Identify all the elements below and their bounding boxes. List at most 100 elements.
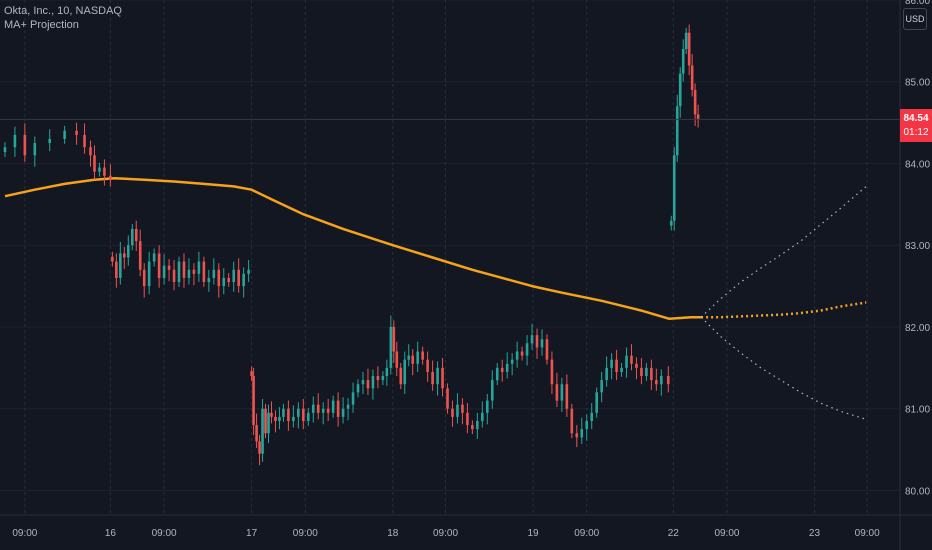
candle-body [119, 253, 122, 278]
candle-body [540, 339, 544, 348]
candle-body [356, 384, 360, 393]
candle-body [346, 404, 350, 409]
candle-body [75, 130, 78, 135]
price-tick-label: 84.00 [905, 159, 930, 170]
candle-body [395, 351, 399, 368]
candle-body [436, 367, 439, 385]
candle-body [635, 363, 638, 368]
candle-body [550, 359, 554, 385]
candle-body [197, 261, 201, 274]
candle-body [138, 241, 142, 270]
time-axis[interactable]: 09:00 16 09:00 17 09:00 18 09:00 19 09:00 22 09:00… [0, 514, 932, 539]
candle-body [505, 363, 509, 372]
candle-body [306, 412, 310, 421]
candle-body [446, 388, 449, 409]
candle-body [311, 404, 315, 413]
candle-body [678, 73, 682, 107]
candle-body [172, 269, 176, 283]
candle-body [515, 351, 519, 360]
candle-body [530, 335, 534, 344]
candle-body [167, 265, 171, 270]
candle-body [416, 351, 419, 364]
grid-lines [0, 0, 900, 515]
candle-body [580, 429, 584, 438]
candle-body [111, 256, 114, 262]
price-tick-label: 85.00 [905, 78, 930, 89]
candle-body [392, 326, 396, 352]
candle-body [264, 408, 267, 434]
time-tick-label: 19 [527, 528, 539, 539]
candle-body [134, 228, 138, 242]
candle-body [232, 269, 236, 283]
time-tick-label: 16 [105, 528, 117, 539]
candle-body [177, 261, 181, 283]
candle-body [666, 376, 670, 385]
candle-body [690, 65, 694, 90]
price-tick-label: 80.00 [905, 486, 930, 497]
candle-body [237, 269, 240, 287]
candle-body [361, 380, 365, 385]
candle-body [525, 343, 529, 356]
last-price-badge: 84.54 01:12 [900, 109, 932, 143]
candle-body [93, 155, 96, 172]
currency-button[interactable]: USD [903, 8, 927, 30]
price-tick-label: 81.00 [905, 405, 930, 416]
candle-body [258, 441, 261, 454]
candle-body [520, 351, 524, 356]
candle-body [157, 253, 161, 278]
candle-body [672, 155, 676, 221]
projection-mid-line [701, 301, 867, 319]
candle-body [48, 138, 52, 144]
candle-body [250, 371, 253, 377]
candle-body [471, 425, 474, 430]
candle-body [341, 408, 345, 417]
candle-body [255, 425, 258, 442]
candle-body [326, 408, 330, 413]
candle-body [351, 392, 355, 405]
candle-body [500, 367, 504, 372]
candle-body [385, 367, 389, 377]
candle-body [152, 253, 156, 262]
candle-body [669, 220, 673, 226]
price-tick-label: 82.00 [905, 323, 930, 334]
candle-body [109, 175, 112, 180]
candles-layer [3, 24, 700, 466]
candle-body [645, 367, 648, 377]
candle-body [466, 412, 469, 426]
candle-body [83, 134, 86, 148]
time-tick-label: 23 [809, 528, 821, 539]
indicator-title[interactable]: MA+ Projection [4, 19, 79, 31]
candle-body [217, 269, 221, 287]
candle-body [371, 376, 375, 389]
candle-body [207, 277, 211, 283]
candle-body [222, 277, 226, 287]
candle-body [431, 371, 434, 385]
time-tick-label: 18 [387, 528, 399, 539]
candle-body [13, 134, 17, 148]
candle-body [287, 408, 290, 421]
candle-body [202, 261, 206, 283]
candle-body [130, 228, 134, 246]
candle-body [600, 380, 603, 393]
candle-body [403, 359, 407, 385]
candle-body [142, 269, 146, 287]
candle-body [192, 269, 196, 274]
candle-body [103, 167, 106, 176]
candle-body [655, 380, 658, 385]
candle-body [421, 351, 424, 360]
candle-body [381, 376, 385, 381]
time-tick-label: 17 [246, 528, 258, 539]
price-axis[interactable]: 80.00 81.00 82.00 83.00 84.00 85.00 86.00 [899, 0, 932, 550]
candle-body [485, 400, 489, 413]
candle-body [615, 359, 618, 372]
candle-body [302, 408, 305, 421]
last-price-value: 84.54 [903, 112, 929, 124]
candle-body [684, 32, 688, 50]
symbol-title[interactable]: Okta, Inc., 10, NASDAQ [4, 5, 122, 17]
candle-body [555, 384, 559, 401]
candle-body [693, 89, 697, 115]
candle-body [461, 404, 464, 413]
candle-body [316, 404, 320, 413]
